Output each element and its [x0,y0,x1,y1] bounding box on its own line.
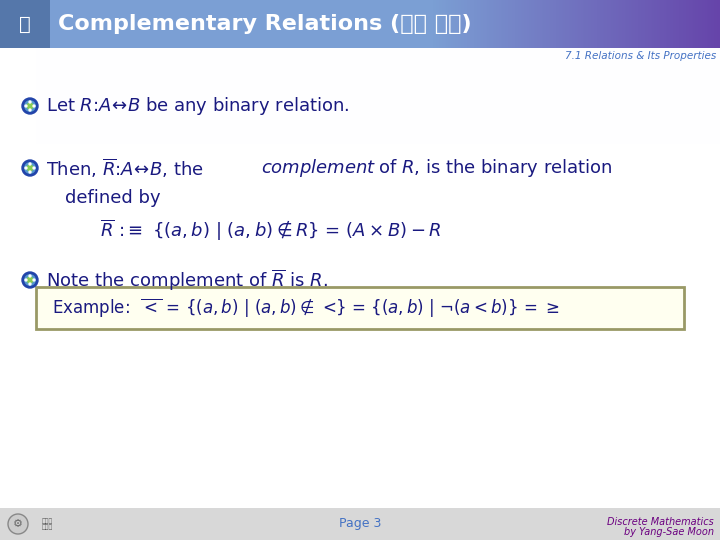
Circle shape [27,165,33,171]
Circle shape [27,277,33,283]
Circle shape [29,101,31,103]
Circle shape [29,275,31,277]
Circle shape [22,160,38,176]
Circle shape [25,279,27,281]
Circle shape [22,98,38,114]
Circle shape [22,272,38,288]
Text: 대학교: 대학교 [42,524,53,530]
Circle shape [29,171,31,173]
Bar [0,508,720,540]
Circle shape [33,279,35,281]
Circle shape [33,105,35,107]
Bar [0,0,50,48]
Text: Discrete Mathematics: Discrete Mathematics [607,517,714,527]
Circle shape [8,514,28,534]
Text: $\mathit{\overline{R}}$ :$\equiv$ {$(a,b)$ | $(a,b)\notin R$} = $(A\times B) - R: $\mathit{\overline{R}}$ :$\equiv$ {$(a,b… [100,217,441,243]
FancyBboxPatch shape [36,287,684,329]
Text: defined by: defined by [65,189,161,207]
Circle shape [33,167,35,169]
Text: of $R$, is the binary relation: of $R$, is the binary relation [378,157,613,179]
Circle shape [29,163,31,165]
Text: ⚙: ⚙ [13,519,23,529]
Text: Complementary Relations (보수 관계): Complementary Relations (보수 관계) [58,14,472,34]
Circle shape [24,275,35,285]
Circle shape [24,163,35,173]
Text: Then, $\mathit{\overline{R}}$:$A\!\leftrightarrow\!B$, the: Then, $\mathit{\overline{R}}$:$A\!\leftr… [46,156,204,180]
Circle shape [24,101,35,111]
Text: Let $R$:$A\!\leftrightarrow\!B$ be any binary relation.: Let $R$:$A\!\leftrightarrow\!B$ be any b… [46,95,349,117]
Text: 7.1 Relations & Its Properties: 7.1 Relations & Its Properties [564,51,716,61]
Text: Example:  $\mathit{\overline{<}}$ = {$(a,b)$ | $(a,b)\notin$ <} = {$(a,b)$ | $\n: Example: $\mathit{\overline{<}}$ = {$(a,… [52,296,560,320]
Circle shape [29,283,31,285]
Text: Page 3: Page 3 [339,517,381,530]
Text: 🧑: 🧑 [19,15,31,33]
Text: Note the complement of $\mathit{\overline{R}}$ is $R$.: Note the complement of $\mathit{\overlin… [46,267,328,293]
Circle shape [25,105,27,107]
Circle shape [29,109,31,111]
Circle shape [25,167,27,169]
Text: 성균관: 성균관 [42,518,53,524]
Circle shape [27,103,33,109]
Text: by Yang-Sae Moon: by Yang-Sae Moon [624,527,714,537]
Text: $\mathit{complement}$: $\mathit{complement}$ [261,157,377,179]
